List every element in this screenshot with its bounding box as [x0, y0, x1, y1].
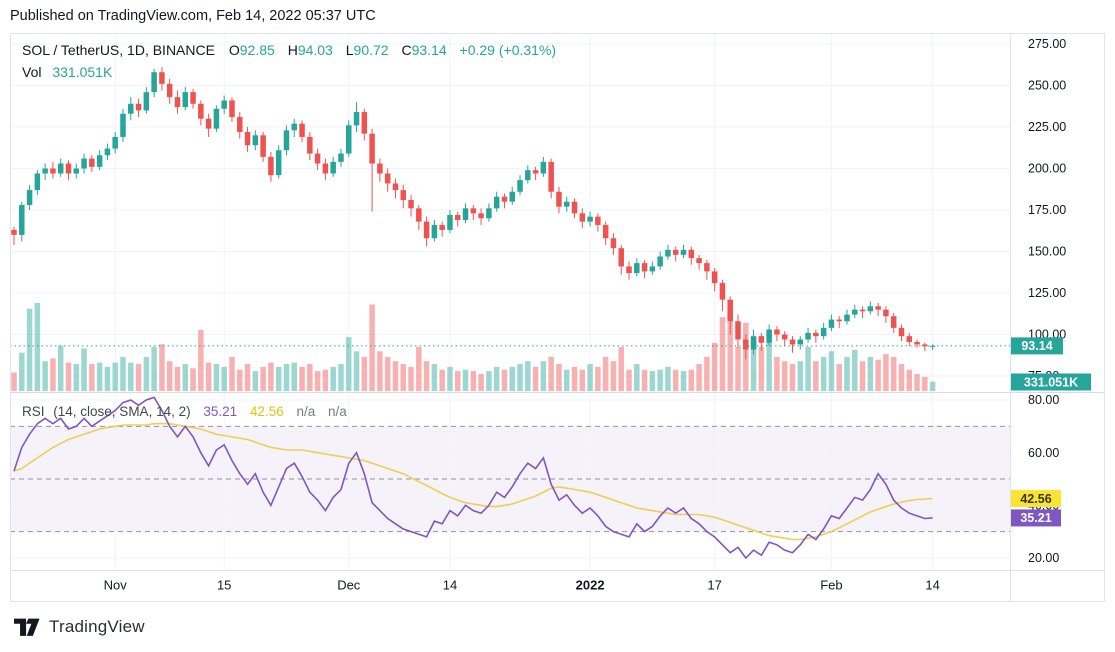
rsi-sma-badge: 42.56: [1011, 490, 1061, 508]
price-pane[interactable]: [10, 33, 1010, 393]
volume-series: [11, 303, 936, 391]
chart-border: [10, 33, 1105, 602]
footer: TradingView: [0, 602, 1115, 652]
svg-text:17: 17: [707, 578, 721, 593]
svg-text:250.00: 250.00: [1028, 79, 1066, 93]
svg-text:125.00: 125.00: [1028, 286, 1066, 300]
time-axis[interactable]: [10, 570, 1105, 602]
svg-text:35.21: 35.21: [1020, 511, 1051, 525]
svg-text:15: 15: [217, 578, 231, 593]
svg-text:14: 14: [925, 578, 939, 593]
svg-text:200.00: 200.00: [1028, 162, 1066, 176]
svg-text:60.00: 60.00: [1028, 446, 1059, 460]
published-note: Published on TradingView.com, Feb 14, 20…: [10, 8, 376, 24]
svg-text:225.00: 225.00: [1028, 120, 1066, 134]
pane-separator[interactable]: [10, 390, 1010, 396]
svg-text:331.051K: 331.051K: [1024, 375, 1078, 389]
rsi-line: [13, 396, 933, 560]
volume-badge: 331.051K: [1011, 373, 1091, 391]
chart-canvas[interactable]: 275.00 250.00 225.00 200.00 175.00 150.00 125.…: [10, 33, 1105, 602]
tradingview-logo[interactable]: TradingView: [14, 617, 145, 637]
svg-text:150.00: 150.00: [1028, 245, 1066, 259]
price-axis[interactable]: [1010, 33, 1105, 570]
svg-text:42.56: 42.56: [1020, 492, 1051, 506]
axis-labels: 275.00 250.00 225.00 200.00 175.00 150.00 125.…: [104, 37, 1067, 592]
chart-frame: 275.00 250.00 225.00 200.00 175.00 150.00 125.…: [10, 33, 1105, 602]
svg-text:Dec: Dec: [337, 578, 361, 593]
svg-text:Feb: Feb: [820, 578, 842, 593]
rsi-value-badge: 35.21: [1011, 509, 1061, 527]
tradingview-logo-text: TradingView: [49, 617, 145, 636]
svg-text:275.00: 275.00: [1028, 37, 1066, 51]
candlestick-series: [11, 67, 936, 360]
tradingview-logo-icon: [14, 618, 40, 636]
svg-text:Nov: Nov: [104, 578, 128, 593]
rsi-sma-line: [13, 422, 933, 541]
svg-text:14: 14: [443, 578, 457, 593]
svg-text:2022: 2022: [576, 578, 605, 593]
svg-text:93.14: 93.14: [1021, 339, 1052, 353]
last-price-badge: 93.14: [1011, 337, 1063, 355]
svg-text:20.00: 20.00: [1028, 551, 1059, 565]
svg-text:80.00: 80.00: [1028, 393, 1059, 407]
svg-text:175.00: 175.00: [1028, 203, 1066, 217]
rsi-pane[interactable]: [10, 393, 1010, 571]
